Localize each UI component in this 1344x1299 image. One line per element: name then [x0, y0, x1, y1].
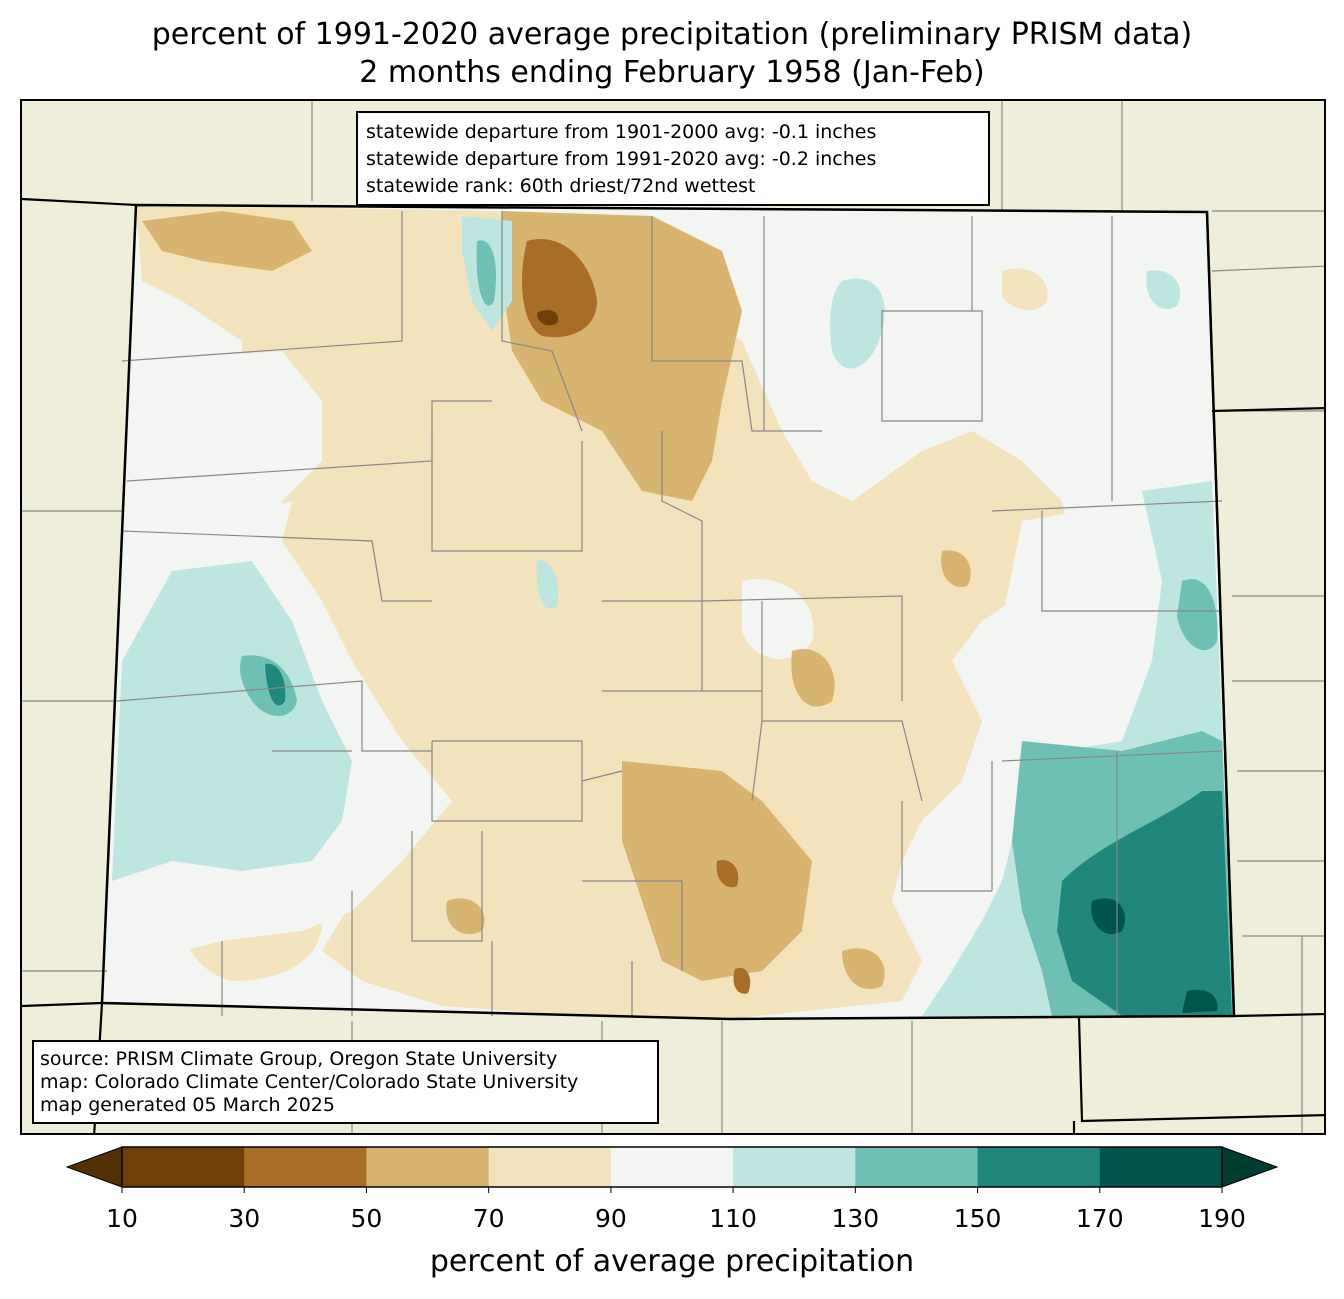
precip-zone-130-150-north	[476, 240, 497, 306]
colorbar-tick-label: 10	[106, 1204, 138, 1233]
colorbar-bin-70-90	[488, 1147, 612, 1187]
source-box: source: PRISM Climate Group, Oregon Stat…	[32, 1040, 659, 1124]
colorbar-tick-label: 30	[228, 1204, 261, 1233]
precip-zone-170-190-se2	[1182, 989, 1218, 1013]
colorbar-tick-label: 190	[1198, 1204, 1246, 1233]
precip-zone-30-50-south	[716, 860, 739, 888]
colorbar-tick-label: 170	[1075, 1204, 1124, 1233]
colorbar-frame	[121, 1146, 1223, 1188]
precip-zone-10-30-north	[537, 310, 559, 326]
precip-zone-50-70-mid2	[941, 550, 971, 587]
colorbar-bin-30-50	[244, 1147, 367, 1187]
colorbar	[65, 1146, 1279, 1193]
statewide-stats-box: statewide departure from 1901-2000 avg: …	[356, 111, 990, 206]
map-credit-line: map: Colorado Climate Center/Colorado St…	[40, 1071, 579, 1093]
colorbar-bin-150-170	[977, 1147, 1101, 1187]
county-lines	[116, 211, 1223, 1016]
precip-zone-70-90	[136, 205, 1072, 1019]
stats-departure-1901: statewide departure from 1901-2000 avg: …	[366, 121, 877, 143]
stats-rank: statewide rank: 60th driest/72nd wettest	[366, 175, 756, 197]
precip-zone-130-150-east2	[1177, 579, 1218, 651]
colorbar-tick-label: 90	[594, 1204, 627, 1233]
precip-zone-50-70-se	[842, 948, 885, 990]
colorbar-bin-130-150	[855, 1147, 979, 1187]
colorbar-bin-110-130	[733, 1147, 856, 1187]
colorbar-tick-label: 50	[350, 1204, 383, 1233]
precip-zone-30-50-south2	[733, 967, 751, 994]
colorbar-arrow-low	[65, 1146, 123, 1188]
colorbar-tick-label: 130	[831, 1204, 880, 1233]
precip-zone-110-130-ne	[830, 278, 885, 369]
precip-zone-90-110-east	[922, 301, 1212, 501]
precip-zone-150-170-west	[265, 663, 286, 706]
colorbar-label: percent of average precipitation	[429, 1244, 915, 1279]
colorbar-arrow-high	[1221, 1146, 1279, 1188]
colorbar-bin-90-110	[610, 1147, 734, 1187]
precipitation-map	[20, 99, 1326, 1135]
source-line: source: PRISM Climate Group, Oregon Stat…	[40, 1048, 558, 1070]
colorado-map-graphic	[22, 101, 1324, 1133]
colorbar-bin-10-30	[122, 1147, 245, 1187]
colorbar-bin-50-70	[366, 1147, 490, 1187]
map-title-line2: 2 months ending February 1958 (Jan-Feb)	[359, 55, 985, 90]
precip-zone-110-130-c	[536, 560, 559, 609]
precip-zone-50-70-mid	[791, 649, 835, 707]
stats-departure-1991: statewide departure from 1991-2020 avg: …	[366, 148, 877, 170]
generated-date-line: map generated 05 March 2025	[40, 1094, 335, 1116]
colorbar-tick-label: 150	[953, 1204, 1002, 1233]
colorbar-bin-170-190	[1099, 1147, 1223, 1187]
colorbar-tick-label: 110	[709, 1204, 757, 1233]
precip-zone-50-70-nw	[142, 211, 312, 271]
precip-zone-50-70-mid3	[446, 898, 485, 935]
precip-zone-70-90-east	[1002, 268, 1048, 311]
precip-zone-110-130-ne2	[1146, 270, 1181, 310]
precip-zone-150-170-se	[1057, 791, 1232, 1016]
map-title-line1: percent of 1991-2020 average precipitati…	[151, 17, 1193, 52]
colorbar-tick-label: 70	[472, 1204, 505, 1233]
precip-zone-110-130-west	[112, 561, 352, 881]
colorado-border	[100, 203, 1236, 1021]
